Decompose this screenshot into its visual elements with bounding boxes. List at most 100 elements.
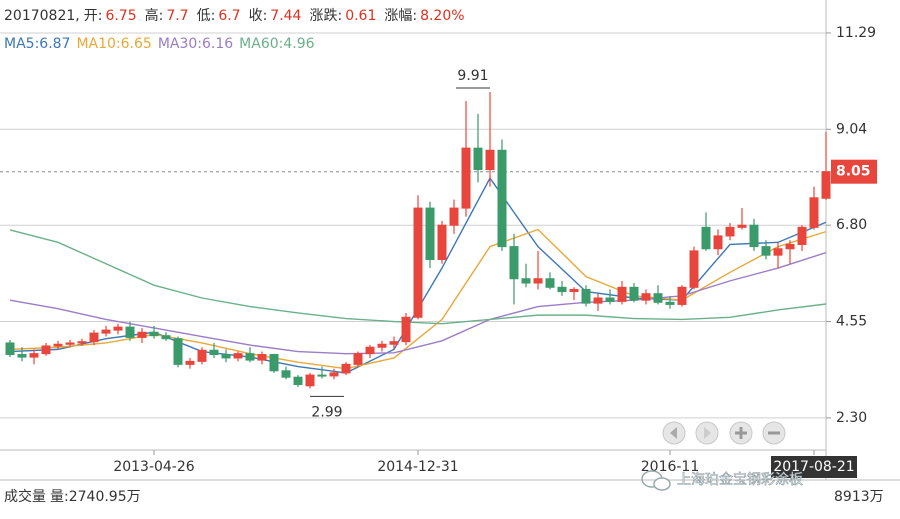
- candle-body: [545, 278, 555, 288]
- zoom-out[interactable]: [762, 421, 786, 445]
- candle-body: [725, 226, 735, 237]
- candle-body: [485, 149, 495, 171]
- candle-body: [101, 329, 111, 334]
- candle-body: [389, 341, 399, 345]
- candle-body: [65, 342, 75, 345]
- volume-label: 成交量: [4, 488, 46, 505]
- candle-body: [5, 342, 15, 356]
- candle-body: [77, 341, 87, 344]
- volume-text: 量:2740.95万: [50, 489, 141, 505]
- candle-body: [197, 349, 207, 362]
- nav-left[interactable]: [662, 421, 686, 445]
- marks: [5, 92, 831, 389]
- header-item: 低:: [197, 8, 216, 24]
- candle-body: [185, 360, 195, 365]
- candle-body: [29, 353, 39, 358]
- candle-body: [425, 207, 435, 260]
- candle-body: [677, 286, 687, 305]
- candle-body: [665, 301, 675, 305]
- y-tick-label: 2.30: [836, 410, 867, 426]
- candle-body: [53, 343, 63, 347]
- candle-body: [653, 293, 663, 303]
- candle-body: [377, 343, 387, 348]
- candle-body: [173, 338, 183, 365]
- volume-max: 8913万: [834, 489, 884, 505]
- candle-body: [209, 349, 219, 356]
- nav-buttons: [662, 421, 786, 445]
- candle-body: [761, 246, 771, 256]
- labels: 20170821, 开: 6.75 高: 7.7 低: 6.7 收: 7.44 涨跌: 0.61 涨幅…: [4, 7, 884, 505]
- candle-body: [713, 235, 723, 250]
- candle-body: [413, 207, 423, 318]
- candle-body: [749, 224, 759, 248]
- candle-body: [293, 376, 303, 385]
- candle-body: [233, 353, 243, 359]
- candle-body: [473, 147, 483, 171]
- y-tick-label: 6.80: [836, 217, 867, 233]
- candle-body: [701, 226, 711, 250]
- candle-body: [281, 370, 291, 378]
- price-tag: 8.05: [836, 164, 871, 180]
- header-item: 6.7: [218, 8, 240, 24]
- candle-body: [557, 286, 567, 293]
- candle-body: [569, 288, 579, 293]
- legend-entry: MA60:4.96: [239, 36, 314, 52]
- x-label-highlight: [771, 456, 857, 478]
- candle-body: [593, 297, 603, 304]
- candle-body: [785, 243, 795, 250]
- candle-body: [41, 345, 51, 355]
- candle-body: [773, 248, 783, 256]
- header-item: 8.20%: [420, 8, 464, 24]
- candle-body: [329, 372, 339, 377]
- candle-body: [245, 353, 255, 361]
- candle-body: [809, 197, 819, 228]
- price-tag-bg: [831, 159, 877, 184]
- header-item: 6.75: [105, 8, 136, 24]
- candle-body: [689, 250, 699, 288]
- candle-body: [341, 363, 351, 374]
- header-item: 开:: [84, 8, 103, 24]
- x-tick-label: 2014-12-31: [377, 459, 458, 475]
- candle-body: [641, 293, 651, 301]
- annotation-low: 2.99: [311, 404, 342, 420]
- candle-body: [437, 224, 447, 260]
- ma-line: [9, 229, 827, 325]
- candle-body: [269, 354, 279, 372]
- y-tick-label: 9.04: [836, 121, 867, 137]
- candle-body: [161, 335, 171, 340]
- legend-entry: MA10:6.65: [76, 36, 151, 52]
- candle-body: [461, 147, 471, 209]
- nav-right[interactable]: [695, 421, 719, 445]
- candle-body: [629, 286, 639, 301]
- grid: [0, 32, 831, 455]
- candle-body: [257, 354, 267, 361]
- y-tick-label: 11.29: [836, 25, 876, 41]
- zoom-in[interactable]: [729, 421, 753, 445]
- candle-body: [125, 326, 135, 338]
- header-item: 收:: [249, 8, 268, 24]
- header-item: 20170821,: [4, 8, 80, 24]
- candle-body: [797, 226, 807, 245]
- candle-body: [509, 246, 519, 280]
- legend-entry: MA5:6.87: [4, 36, 70, 52]
- watermark-icon: [641, 470, 671, 491]
- candle-body: [617, 286, 627, 302]
- header-item: 0.61: [345, 8, 376, 24]
- header-item: 涨跌:: [309, 8, 342, 24]
- header-item: 涨幅:: [384, 8, 417, 24]
- y-tick-label: 4.55: [836, 314, 867, 330]
- candle-body: [221, 354, 231, 359]
- candle-body: [581, 288, 591, 304]
- candle-body: [821, 171, 831, 199]
- candle-body: [365, 346, 375, 355]
- candle-body: [737, 224, 747, 228]
- candle-body: [137, 331, 147, 338]
- legend-entry: MA30:6.16: [158, 36, 233, 52]
- header-item: 高:: [145, 7, 164, 24]
- candle-body: [317, 374, 327, 377]
- header-item: 7.44: [270, 8, 301, 24]
- candle-body: [113, 326, 123, 331]
- x-tick-label: 2013-04-26: [113, 459, 194, 475]
- x-tick-label: 2017-08-21: [773, 459, 854, 475]
